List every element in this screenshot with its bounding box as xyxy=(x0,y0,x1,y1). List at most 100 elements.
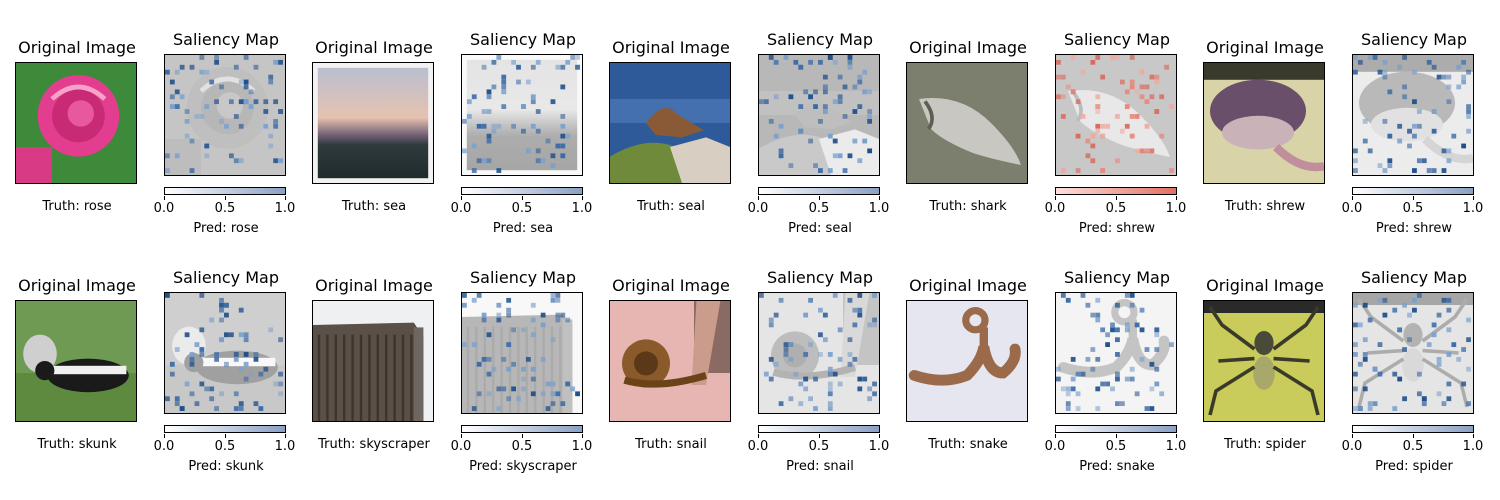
colorbar-tick xyxy=(819,196,820,200)
colorbar-tick-label: 0.0 xyxy=(1341,439,1363,454)
panel-title: Saliency Map xyxy=(173,30,279,49)
panel-title: Saliency Map xyxy=(470,268,576,287)
colorbar-tick-label: 0.0 xyxy=(1044,439,1066,454)
pred-label: Pred: skunk xyxy=(188,459,264,474)
original-image-panel: Original Image Truth: rose xyxy=(7,0,147,230)
truth-label: Truth: skunk xyxy=(37,437,117,452)
colorbar-tick-label: 0.5 xyxy=(1105,201,1127,216)
panel-title: Saliency Map xyxy=(1361,268,1467,287)
panel-title: Original Image xyxy=(612,38,730,57)
truth-label: Truth: spider xyxy=(1224,437,1306,452)
colorbar-tick xyxy=(522,196,523,200)
original-image-panel: Original Image Truth: skunk xyxy=(7,238,147,468)
truth-label: Truth: shark xyxy=(929,199,1007,214)
original-image xyxy=(906,62,1028,184)
colorbar-tick xyxy=(819,434,820,438)
colorbar-tick xyxy=(758,434,759,438)
original-image xyxy=(15,62,137,184)
panel-title: Saliency Map xyxy=(1064,268,1170,287)
original-image xyxy=(906,300,1028,422)
panel-title: Original Image xyxy=(909,38,1027,57)
original-image-panel: Original Image Truth: skyscraper xyxy=(304,238,444,468)
panel-title: Original Image xyxy=(1206,38,1324,57)
colorbar-tick-label: 1.0 xyxy=(1462,201,1484,216)
colorbar-tick-label: 0.5 xyxy=(808,439,830,454)
panel-title: Saliency Map xyxy=(173,268,279,287)
colorbar-tick-label: 1.0 xyxy=(274,201,296,216)
colorbar xyxy=(461,187,583,195)
colorbar-tick xyxy=(164,196,165,200)
colorbar xyxy=(461,425,583,433)
saliency-map-panel: Saliency Map 0.0 0.5 1.0 Pred: skunk xyxy=(154,238,296,474)
colorbar-tick xyxy=(1413,434,1414,438)
colorbar-tick xyxy=(879,434,880,438)
colorbar xyxy=(758,187,880,195)
saliency-map-image xyxy=(758,54,880,176)
colorbar-tick-label: 0.5 xyxy=(511,439,533,454)
pred-label: Pred: snake xyxy=(1079,459,1155,474)
truth-label: Truth: seal xyxy=(637,199,705,214)
original-image-panel: Original Image Truth: snake xyxy=(898,238,1038,468)
colorbar-tick-label: 0.0 xyxy=(153,439,175,454)
colorbar-tick-label: 1.0 xyxy=(571,439,593,454)
colorbar-tick xyxy=(461,196,462,200)
pred-label: Pred: seal xyxy=(788,221,852,236)
colorbar-tick-label: 0.5 xyxy=(214,439,236,454)
original-image xyxy=(1203,300,1325,422)
pred-label: Pred: shrew xyxy=(1375,221,1453,236)
pred-label: Pred: snail xyxy=(786,459,854,474)
colorbar-tick-label: 1.0 xyxy=(1462,439,1484,454)
original-image xyxy=(312,300,434,422)
colorbar-tick-label: 0.5 xyxy=(808,201,830,216)
saliency-map-image xyxy=(1055,292,1177,414)
colorbar-tick-label: 0.0 xyxy=(747,439,769,454)
saliency-map-image xyxy=(1352,54,1474,176)
colorbar-tick xyxy=(1116,196,1117,200)
truth-label: Truth: shrew xyxy=(1224,199,1306,214)
saliency-map-panel: Saliency Map 0.0 0.5 1.0 Pred: shrew xyxy=(1045,0,1187,236)
colorbar-tick-label: 0.5 xyxy=(214,201,236,216)
colorbar-tick-label: 1.0 xyxy=(868,439,890,454)
original-image xyxy=(1203,62,1325,184)
saliency-map-image xyxy=(1352,292,1474,414)
colorbar-tick-label: 0.0 xyxy=(1341,201,1363,216)
panel-title: Saliency Map xyxy=(767,30,873,49)
colorbar-tick xyxy=(1055,434,1056,438)
panel-title: Saliency Map xyxy=(1361,30,1467,49)
panel-title: Saliency Map xyxy=(1064,30,1170,49)
colorbar-tick xyxy=(461,434,462,438)
saliency-map-panel: Saliency Map 0.0 0.5 1.0 Pred: snake xyxy=(1045,238,1187,474)
colorbar-tick-label: 1.0 xyxy=(274,439,296,454)
colorbar xyxy=(1055,187,1177,195)
colorbar-tick xyxy=(285,196,286,200)
colorbar-tick xyxy=(1473,434,1474,438)
original-image-panel: Original Image Truth: spider xyxy=(1195,238,1335,468)
colorbar xyxy=(164,187,286,195)
colorbar-tick xyxy=(1473,196,1474,200)
colorbar-tick xyxy=(758,196,759,200)
pred-label: Pred: skyscraper xyxy=(469,459,577,474)
colorbar-tick-label: 0.0 xyxy=(450,439,472,454)
colorbar-tick-label: 0.0 xyxy=(747,201,769,216)
saliency-map-panel: Saliency Map 0.0 0.5 1.0 Pred: spider xyxy=(1342,238,1484,474)
pred-label: Pred: spider xyxy=(1375,459,1453,474)
colorbar xyxy=(758,425,880,433)
saliency-map-panel: Saliency Map 0.0 0.5 1.0 Pred: shrew xyxy=(1342,0,1484,236)
colorbar-tick xyxy=(1352,434,1353,438)
truth-label: Truth: sea xyxy=(341,199,407,214)
colorbar xyxy=(1352,425,1474,433)
truth-label: Truth: skyscraper xyxy=(318,437,430,452)
colorbar-tick-label: 1.0 xyxy=(868,201,890,216)
pred-label: Pred: rose xyxy=(193,221,259,236)
colorbar xyxy=(164,425,286,433)
panel-title: Saliency Map xyxy=(470,30,576,49)
colorbar-tick xyxy=(1352,196,1353,200)
colorbar-tick xyxy=(1055,196,1056,200)
colorbar-tick-label: 0.5 xyxy=(1105,439,1127,454)
colorbar-tick xyxy=(1413,196,1414,200)
original-image-panel: Original Image Truth: snail xyxy=(601,238,741,468)
saliency-map-image xyxy=(1055,54,1177,176)
colorbar-tick xyxy=(879,196,880,200)
colorbar-tick xyxy=(582,196,583,200)
colorbar-tick-label: 0.0 xyxy=(153,201,175,216)
